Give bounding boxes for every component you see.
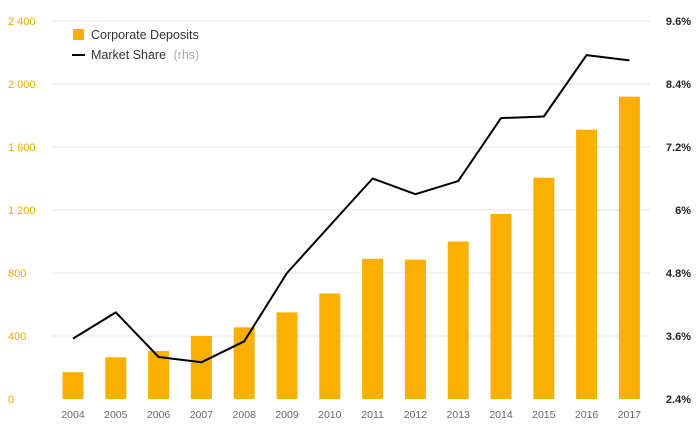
legend-label-corporate-deposits: Corporate Deposits [91, 28, 199, 42]
x-axis-tick-label: 2005 [104, 409, 128, 421]
bar [319, 293, 341, 399]
x-axis-tick-label: 2013 [447, 409, 471, 421]
line-series-market-share [72, 54, 630, 364]
right-axis-tick-label: 9.6% [666, 16, 691, 28]
left-axis-tick-label: 1 200 [8, 205, 36, 217]
bar [105, 357, 127, 399]
left-axis-tick-label: 400 [8, 331, 26, 343]
x-axis-tick-label: 2012 [404, 409, 428, 421]
x-axis-tick-label: 2007 [190, 409, 214, 421]
x-axis-tick-label: 2009 [275, 409, 299, 421]
right-axis-tick-label: 2.4% [666, 394, 691, 406]
legend-label-market-share-suffix: (rhs) [174, 48, 200, 62]
legend-label-market-share-text: Market Share [91, 48, 166, 62]
x-axis-tick-label: 2016 [575, 409, 599, 421]
legend: Corporate Deposits Market Share (rhs) [72, 28, 199, 62]
bar [533, 177, 555, 399]
x-axis-tick-label: 2008 [233, 409, 257, 421]
right-axis-tick-label: 4.8% [666, 268, 691, 280]
left-axis-tick-label: 2 000 [8, 79, 36, 91]
bar [490, 213, 512, 399]
x-axis-tick-label: 2010 [318, 409, 342, 421]
x-axis-tick-label: 2006 [147, 409, 171, 421]
right-axis-tick-label: 3.6% [666, 331, 691, 343]
right-axis: 2.4% 3.6% 4.8% 6% 7.2% 8.4% 9.6% [666, 16, 691, 406]
right-axis-tick-label: 7.2% [666, 142, 691, 154]
left-axis-tick-label: 800 [8, 268, 26, 280]
bar [362, 258, 384, 399]
bar-series-corporate-deposits [62, 96, 640, 400]
x-axis-tick-label: 2015 [532, 409, 556, 421]
market-share-line [72, 54, 630, 364]
bar [576, 129, 598, 400]
gridlines [52, 20, 650, 337]
bar [618, 96, 640, 399]
left-axis: 0 400 800 1 200 1 600 2 000 2 400 [8, 16, 36, 406]
bar [404, 259, 426, 399]
bar [190, 336, 212, 399]
x-axis-tick-label: 2014 [489, 409, 513, 421]
bar [233, 327, 255, 399]
legend-swatch-corporate-deposits [73, 29, 84, 40]
left-axis-tick-label: 1 600 [8, 142, 36, 154]
x-axis-tick-label: 2004 [61, 409, 85, 421]
bar [276, 312, 298, 399]
bar [148, 350, 170, 399]
left-axis-tick-label: 2 400 [8, 16, 36, 28]
right-axis-tick-label: 6% [675, 205, 691, 217]
bar [447, 241, 469, 399]
x-axis-tick-label: 2011 [361, 409, 384, 421]
legend-label-market-share: Market Share (rhs) [91, 48, 199, 62]
bar [62, 372, 84, 399]
x-axis: 2004 2005 2006 2007 2008 2009 2010 2011 2012 2013… [61, 409, 641, 421]
right-axis-tick-label: 8.4% [666, 79, 691, 91]
x-axis-tick-label: 2017 [618, 409, 642, 421]
left-axis-tick-label: 0 [8, 394, 14, 406]
